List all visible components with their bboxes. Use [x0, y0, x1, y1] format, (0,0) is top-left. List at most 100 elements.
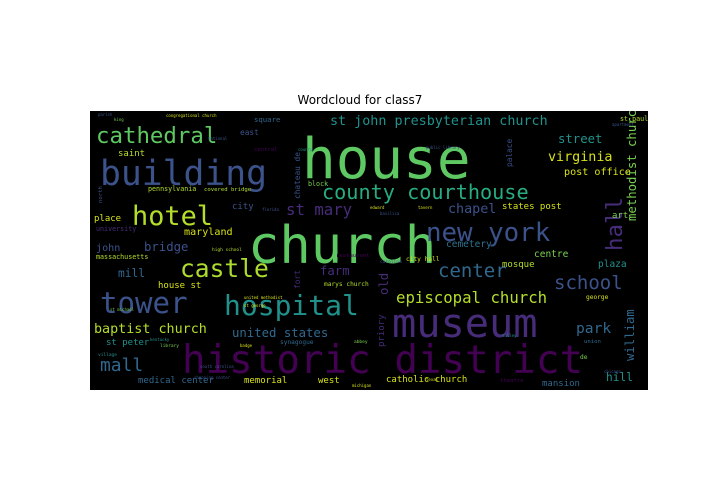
word-cemetery: cemetery — [446, 239, 492, 250]
word-building: building — [100, 154, 267, 194]
word-memorial: memorial — [244, 376, 287, 386]
word-block: block — [308, 180, 328, 188]
word-de: de — [580, 354, 588, 361]
word-mansion: mansion — [542, 379, 580, 389]
word-massachusetts: massachusetts — [96, 253, 148, 261]
word-covered-bridge: covered bridge — [204, 187, 252, 193]
word-mill: mill — [118, 267, 145, 280]
word-restaurant: restaurant — [336, 253, 370, 259]
word-medical-center: medical center — [138, 376, 214, 386]
word-cathedral: cathedral — [96, 123, 217, 149]
word-abbey: abbey — [354, 339, 368, 345]
word-united-methodist: united methodist — [244, 295, 283, 300]
word-badge: badge — [240, 343, 253, 348]
word-edward: edward — [370, 205, 385, 210]
word-florida: florida — [262, 207, 279, 212]
word-mosque: mosque — [502, 260, 535, 270]
word-john: john — [96, 243, 120, 254]
word-parish: parish — [98, 112, 113, 117]
word-center: center — [438, 260, 507, 282]
word-hotel: hotel — [132, 201, 213, 232]
word-saint: saint — [118, 149, 145, 159]
word-school: school — [554, 272, 623, 294]
word-methodist-church: methodist church — [625, 111, 639, 221]
word-william: william — [623, 309, 637, 361]
word-texas: texas — [426, 377, 439, 382]
word-st-michael: st michael — [110, 307, 135, 312]
word-hall: hall — [602, 197, 628, 251]
word-priory: priory — [377, 314, 387, 347]
word-central: central — [254, 147, 278, 153]
word-catholic-church: catholic church — [386, 375, 467, 385]
word-states-post: states post — [502, 202, 562, 212]
word-west: west — [318, 376, 340, 386]
word-hill: hill — [606, 371, 633, 384]
word-chicago: chicago — [604, 369, 621, 374]
word-city: city — [232, 202, 254, 212]
word-tower: tower — [100, 286, 188, 320]
word-carolina: carolina — [380, 259, 402, 265]
word-apartment: apartment — [612, 122, 634, 127]
word-house-st: house st — [158, 281, 201, 291]
word-united-states: united states — [232, 326, 328, 340]
word-old: old — [377, 273, 391, 295]
word-bridge: bridge — [144, 240, 188, 254]
word-village: village — [98, 352, 117, 358]
word-castle: castle — [180, 254, 269, 283]
word-marys-church: marys church — [324, 281, 369, 288]
word-historic-district: historic district — [182, 338, 583, 383]
word-art: art — [612, 211, 628, 221]
word-king: king — [114, 117, 124, 122]
word-plaza: plaza — [598, 259, 627, 270]
word-house: house — [302, 127, 471, 192]
word-city-hall: city hall — [406, 256, 440, 263]
word-museum: museum — [392, 300, 538, 347]
word-george: george — [586, 294, 609, 301]
wordcloud-panel: house church historic district museum buildi… — [90, 111, 648, 390]
word-michigan: michigan — [352, 383, 372, 388]
word-university: university — [96, 225, 136, 233]
word-new-york: new york — [426, 218, 551, 248]
word-shopping-center: shopping center — [194, 375, 231, 380]
word-library: library — [160, 343, 179, 349]
word-chateau-de: chateau de — [293, 152, 302, 199]
word-congregational-church: congregational church — [166, 113, 217, 118]
chart-title: Wordcloud for class7 — [297, 93, 423, 107]
word-national: national — [208, 136, 228, 141]
word-st-george: st george — [244, 303, 266, 308]
word-fort: fort — [293, 270, 302, 289]
word-north: north — [98, 186, 104, 203]
word-public-library: public library — [426, 145, 460, 150]
word-square: square — [254, 115, 280, 124]
word-mall: mall — [100, 355, 143, 376]
word-st-mary: st mary — [286, 200, 352, 219]
word-theatre: theatre — [500, 378, 524, 384]
word-county: county — [298, 147, 313, 152]
word-chapel: chapel — [448, 202, 496, 217]
word-tavern: tavern — [418, 205, 433, 210]
word-farm: farm — [320, 264, 350, 278]
word-episcopal-church: episcopal church — [396, 288, 547, 307]
word-street: street — [558, 132, 602, 146]
word-post-office: post office — [564, 167, 631, 178]
word-valley: valley — [502, 333, 517, 338]
word-pennsylvania: pennsylvania — [148, 185, 196, 193]
word-place: place — [94, 214, 121, 224]
word-synagogue: synagogue — [280, 339, 314, 346]
word-virginia: virginia — [548, 150, 613, 165]
word-st-peter: st peter — [106, 338, 150, 348]
word-baptist-church: baptist church — [94, 322, 207, 337]
word-high-school: high school — [212, 247, 242, 253]
word-union: union — [584, 339, 601, 345]
word-maryland: maryland — [184, 227, 233, 238]
word-basilica: basilica — [380, 211, 400, 216]
word-kentucky: kentucky — [150, 337, 170, 342]
word-centre: centre — [534, 249, 569, 260]
word-palace: palace — [505, 139, 514, 167]
word-south-carolina: south carolina — [200, 364, 234, 369]
word-st-paul: st paul — [620, 115, 648, 123]
word-park: park — [576, 320, 611, 337]
word-east: east — [240, 128, 259, 137]
